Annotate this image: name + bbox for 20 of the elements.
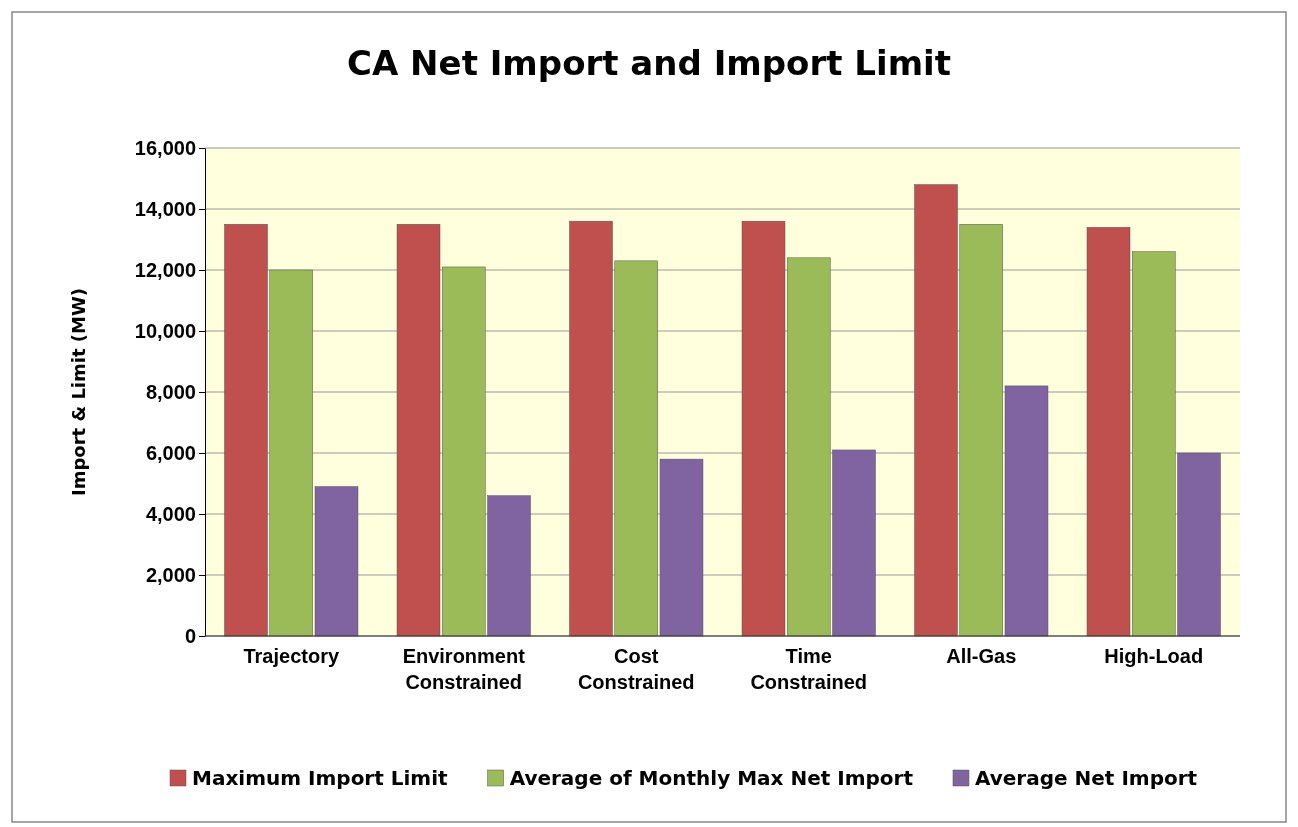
x-tick-label: Trajectory xyxy=(243,645,340,667)
legend-label: Average Net Import xyxy=(974,766,1198,790)
y-tick-label: 6,000 xyxy=(145,441,196,464)
y-axis-title: Import & Limit (MW) xyxy=(68,287,89,497)
legend-label: Average of Monthly Max Net Import xyxy=(509,766,914,790)
y-tick-label: 14,000 xyxy=(134,197,196,220)
chart-title: CA Net Import and Import Limit xyxy=(347,43,951,83)
x-tick-label: All-Gas xyxy=(946,645,1017,667)
y-tick-label: 8,000 xyxy=(145,380,196,403)
y-tick-label: 2,000 xyxy=(145,563,196,586)
y-tick-label: 0 xyxy=(184,624,196,647)
x-tick-label: Environment Constrained xyxy=(402,645,526,693)
legend-label: Maximum Import Limit xyxy=(192,766,449,790)
y-tick-label: 16,000 xyxy=(134,136,196,159)
y-tick-label: 12,000 xyxy=(134,258,196,281)
x-tick-label: Time Constrained xyxy=(750,645,868,693)
y-tick-label: 4,000 xyxy=(145,502,196,525)
x-tick-label: High-Load xyxy=(1104,645,1204,667)
x-tick-label: Cost Constrained xyxy=(577,645,695,693)
y-tick-label: 10,000 xyxy=(134,319,196,342)
